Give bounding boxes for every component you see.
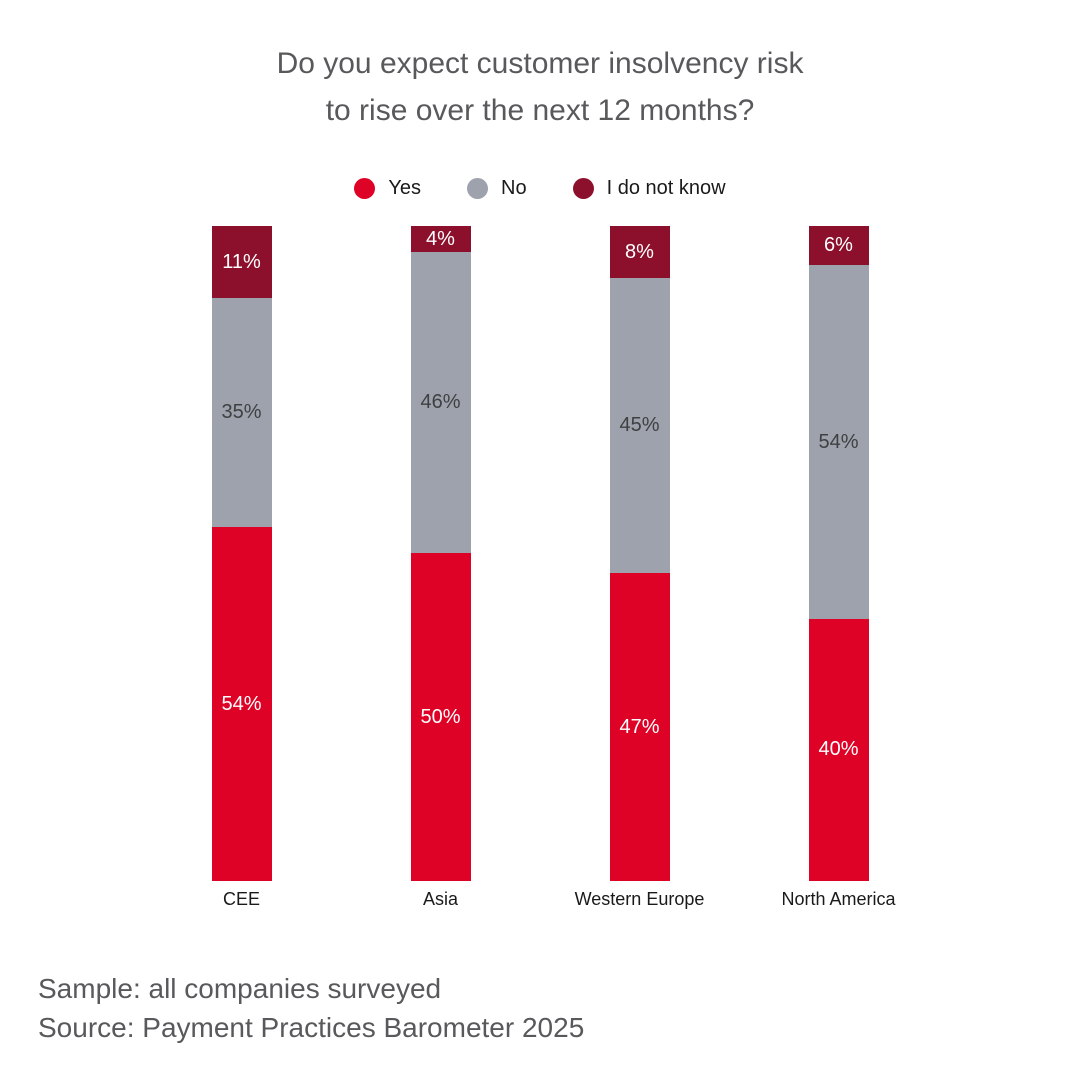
legend-dot-icon [572,177,594,199]
legend-dot-icon [467,177,489,199]
segment-value-label: 35% [221,401,262,424]
bar-segment-no-cee: 35% [211,298,272,528]
legend-dot-icon [354,177,376,199]
stacked-bar: 4% 46% 50% [410,226,471,881]
source-note: Source: Payment Practices Barometer 2025 [38,1012,585,1043]
segment-value-label: 6% [824,234,853,257]
chart-title-line1: Do you expect customer insolvency risk [276,47,804,80]
segment-value-label: 40% [818,738,859,761]
bar-segment-i-do-not-know-north-america: 6% [808,226,869,266]
legend-item-yes: Yes [354,177,421,200]
bar-segment-yes-asia: 50% [410,553,471,881]
chart-title-line2: to rise over the next 12 months? [325,94,755,127]
bar-segment-i-do-not-know-cee: 11% [211,226,272,299]
bar-column-north-america: 6% 54% 40% North America [781,226,896,909]
bar-segment-no-asia: 46% [410,252,471,554]
legend-item-no: No [467,177,527,200]
legend-label: No [501,176,527,199]
stacked-bar: 8% 45% 47% [609,226,670,881]
stacked-bar: 11% 35% 54% [211,226,272,881]
legend-label: Yes [388,176,422,199]
category-label-cee: CEE [222,889,261,909]
segment-value-label: 46% [420,391,461,414]
chart-title: Do you expect customer insolvency risk t… [0,40,1080,134]
segment-value-label: 50% [420,705,461,728]
category-label-western-europe: Western Europe [574,889,705,909]
bar-segment-yes-cee: 54% [211,527,272,881]
category-label-north-america: North America [781,889,896,909]
segment-value-label: 54% [221,692,262,715]
legend-label: I do not know [606,176,726,199]
bar-segment-no-north-america: 54% [808,265,869,619]
stacked-bar-chart: 11% 35% 54% CEE 4% 46% 50% Asia 8% 45% 47% Western … [0,226,1080,909]
bar-segment-i-do-not-know-western-europe: 8% [609,226,670,279]
sample-note: Sample: all companies surveyed [38,973,442,1004]
bar-segment-no-western-europe: 45% [609,278,670,574]
segment-value-label: 45% [619,414,660,437]
footnote: Sample: all companies surveyed Source: P… [38,969,1080,1047]
bar-column-western-europe: 8% 45% 47% Western Europe [575,226,704,909]
segment-value-label: 47% [619,715,660,738]
segment-value-label: 54% [818,430,859,453]
bar-segment-yes-north-america: 40% [808,618,869,881]
segment-value-label: 11% [222,250,261,273]
category-label-asia: Asia [422,889,459,909]
bar-column-cee: 11% 35% 54% CEE [211,226,272,909]
segment-value-label: 4% [426,227,455,250]
legend-item-i-do-not-know: I do not know [572,176,726,200]
bar-segment-yes-western-europe: 47% [609,573,670,881]
chart-legend: Yes No I do not know [0,176,1080,200]
bar-segment-i-do-not-know-asia: 4% [410,226,471,253]
bar-column-asia: 4% 46% 50% Asia [410,226,471,909]
segment-value-label: 8% [625,240,654,263]
stacked-bar: 6% 54% 40% [808,226,869,881]
